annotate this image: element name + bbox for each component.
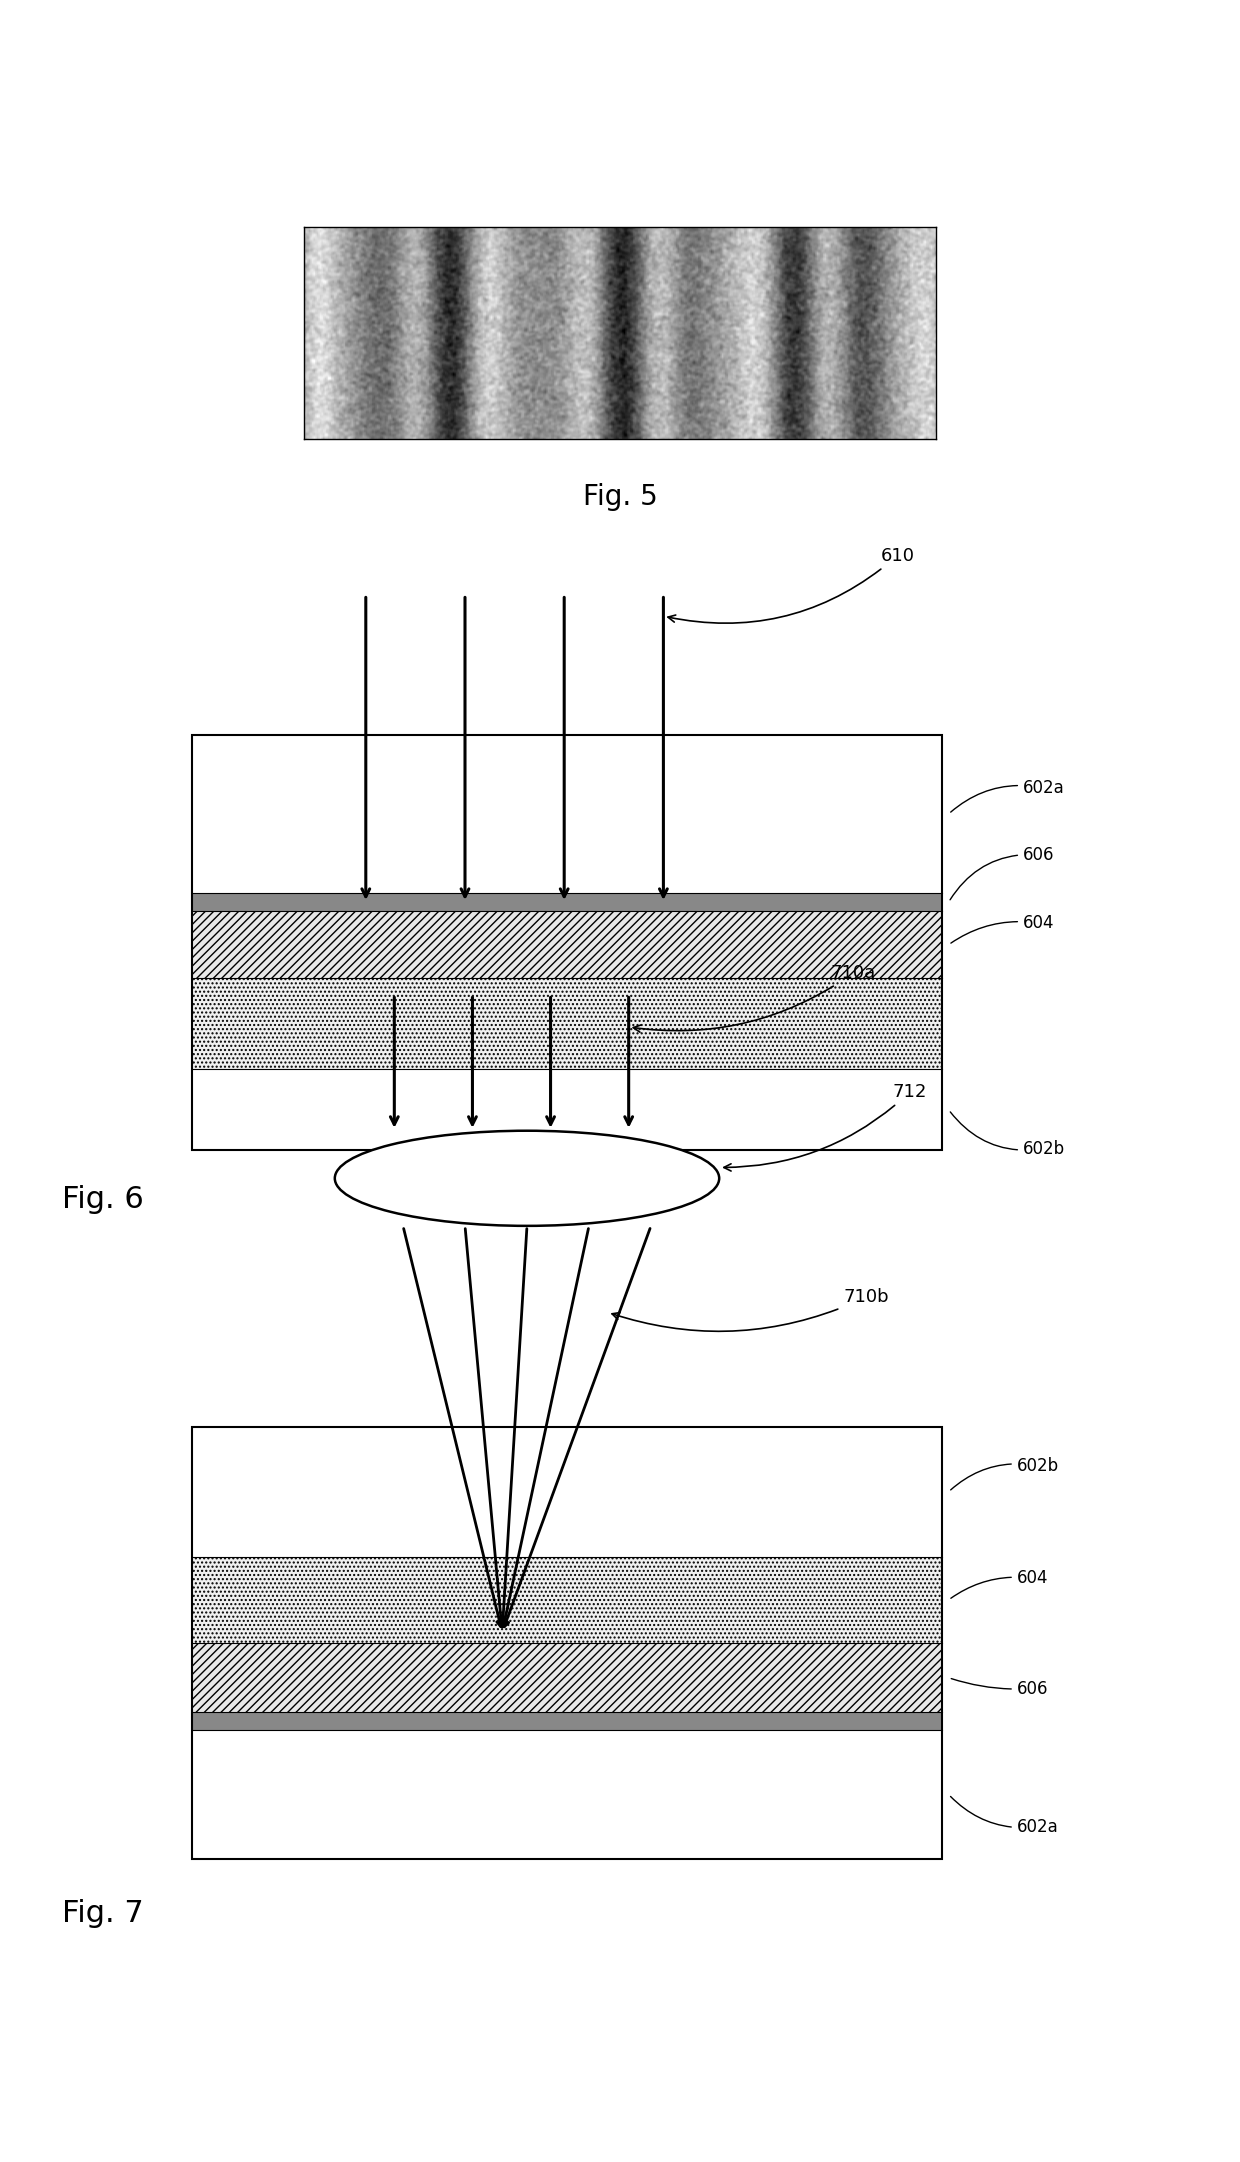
Text: 712: 712 [724, 1083, 928, 1172]
Text: Fig. 6: Fig. 6 [62, 1185, 144, 1215]
Text: Fig. 7: Fig. 7 [62, 1898, 144, 1929]
Text: 610: 610 [668, 547, 914, 623]
Text: 710b: 710b [613, 1289, 889, 1332]
Bar [192, 1730, 942, 1859]
Text: 604: 604 [951, 915, 1054, 943]
Bar [192, 977, 942, 1070]
Ellipse shape [335, 1131, 719, 1226]
Bar [192, 1557, 942, 1643]
Text: 606: 606 [950, 845, 1054, 899]
Text: 602a: 602a [951, 778, 1065, 813]
Text: 602a: 602a [951, 1797, 1059, 1836]
Text: 710a: 710a [634, 964, 875, 1031]
Bar [192, 1427, 942, 1859]
Bar [192, 1643, 942, 1712]
Text: Fig. 5: Fig. 5 [583, 484, 657, 510]
Text: 606: 606 [951, 1678, 1048, 1697]
Bar [192, 1712, 942, 1730]
Bar [192, 1070, 942, 1150]
Bar [192, 1427, 942, 1557]
Bar [192, 912, 942, 977]
Text: 602b: 602b [950, 1111, 1065, 1157]
Text: 604: 604 [951, 1570, 1048, 1598]
Bar [192, 735, 942, 1150]
Text: 602b: 602b [951, 1457, 1059, 1490]
Bar [192, 893, 942, 912]
Bar [192, 735, 942, 893]
